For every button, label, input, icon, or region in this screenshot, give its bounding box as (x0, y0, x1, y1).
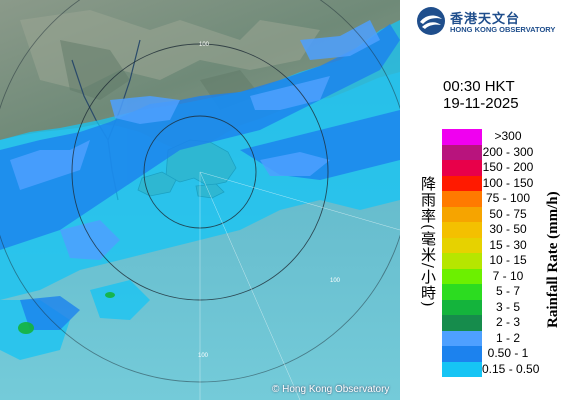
legend-row: 100 - 150 (442, 175, 534, 191)
legend-row: 1 - 2 (442, 330, 532, 346)
legend-label: 2 - 3 (495, 315, 520, 329)
hko-logo-icon (417, 7, 445, 35)
legend-label: 3 - 5 (495, 299, 520, 314)
legend-label: 7 - 10 (492, 268, 524, 283)
legend-swatch (442, 299, 482, 315)
legend-swatch (442, 361, 482, 377)
legend-swatch (442, 330, 482, 346)
legend-label: 30 - 50 (489, 222, 527, 236)
legend-swatch (442, 160, 482, 176)
legend-row: 15 - 30 (442, 237, 532, 253)
legend-swatch (442, 129, 482, 145)
legend-swatch (442, 346, 482, 362)
legend-label: >300 (494, 129, 522, 143)
logo-english-text: HONG KONG OBSERVATORY (450, 25, 556, 34)
legend-label: 200 - 300 (482, 144, 534, 159)
info-panel: 香港天文台 HONG KONG OBSERVATORY 00:30 HKT 19… (400, 0, 577, 400)
land-shading (60, 40, 260, 110)
legend-label: 0.15 - 0.50 (482, 361, 540, 376)
legend-swatch (442, 268, 482, 284)
legend-row: 10 - 15 (442, 253, 532, 269)
legend-swatch (442, 175, 482, 191)
legend-row: 5 - 7 (442, 284, 532, 300)
legend-swatch (442, 191, 482, 207)
legend-label: 75 - 100 (485, 191, 531, 205)
legend-title-english: Rainfall Rate (mm/h) (545, 191, 561, 329)
legend-swatch (442, 284, 482, 300)
ring-label: 100 (330, 278, 341, 284)
logo-chinese-text: 香港天文台 (450, 12, 521, 27)
legend-row: 30 - 50 (442, 222, 532, 238)
legend-label: 0.50 - 1 (487, 346, 529, 360)
legend-row: 200 - 300 (442, 144, 534, 160)
legend-row: >300 (442, 129, 532, 145)
legend-title-chinese: 降雨率(毫米/小時) (419, 176, 437, 308)
legend-label: 50 - 75 (489, 206, 527, 221)
legend-swatch (442, 237, 482, 253)
legend-label: 10 - 15 (489, 253, 527, 267)
legend-row: 7 - 10 (442, 268, 532, 284)
legend-label: 1 - 2 (495, 330, 520, 345)
legend-row: 2 - 3 (442, 315, 532, 331)
legend-row: 150 - 200 (442, 160, 534, 176)
legend-swatch (442, 253, 482, 269)
legend-row: 0.50 - 1 (442, 346, 532, 362)
legend-swatch (442, 222, 482, 238)
rain-echo-green (18, 292, 115, 334)
observation-date: 19-11-2025 (443, 95, 519, 112)
legend-row: 3 - 5 (442, 299, 532, 315)
legend-row: 50 - 75 (442, 206, 532, 222)
hko-logo: 香港天文台 HONG KONG OBSERVATORY (416, 6, 576, 36)
legend-label: 5 - 7 (495, 284, 520, 298)
legend-label: 150 - 200 (482, 160, 534, 174)
legend-swatch (442, 206, 482, 222)
legend-swatch (442, 315, 482, 331)
ring-label: 100 (199, 42, 210, 48)
rain-echo-heavier (10, 20, 380, 260)
legend-row: 75 - 100 (442, 191, 532, 207)
legend-label: 15 - 30 (489, 237, 527, 252)
ring-label: 100 (198, 353, 209, 359)
radar-map-canvas: 100 100 100 (0, 0, 400, 400)
observation-time: 00:30 HKT (443, 78, 515, 95)
rainfall-legend: >300 200 - 300 150 - 200 100 - 150 75 - 100 5… (442, 129, 540, 377)
legend-swatch (442, 144, 482, 160)
legend-label: 100 - 150 (482, 175, 534, 190)
copyright-notice: © Hong Kong Observatory (272, 384, 390, 395)
radar-map: 100 100 100 © Hong Kong Observatory (0, 0, 400, 400)
legend-row: 0.15 - 0.50 (442, 361, 540, 377)
radial-lines (199, 171, 400, 400)
